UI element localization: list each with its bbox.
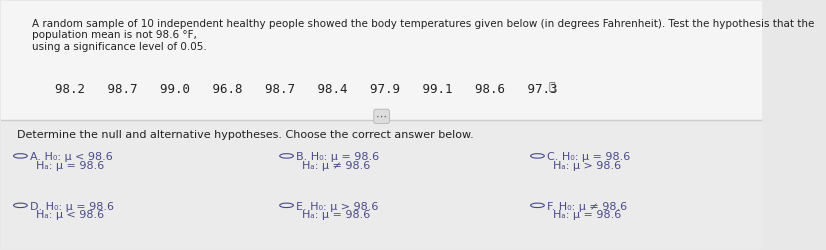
Text: Hₐ: μ = 98.6: Hₐ: μ = 98.6 [553,210,621,220]
Bar [2,120,762,248]
Text: B. H₀: μ = 98.6: B. H₀: μ = 98.6 [297,152,379,162]
Text: Hₐ: μ > 98.6: Hₐ: μ > 98.6 [553,161,621,171]
Text: Hₐ: μ = 98.6: Hₐ: μ = 98.6 [36,161,104,171]
Text: Hₐ: μ ≠ 98.6: Hₐ: μ ≠ 98.6 [301,161,370,171]
Text: A random sample of 10 independent healthy people showed the body temperatures gi: A random sample of 10 independent health… [32,19,814,52]
Text: A. H₀: μ < 98.6: A. H₀: μ < 98.6 [31,152,113,162]
Text: F. H₀: μ ≠ 98.6: F. H₀: μ ≠ 98.6 [548,202,628,212]
Text: Hₐ: μ < 98.6: Hₐ: μ < 98.6 [36,210,104,220]
Bar [2,2,762,120]
Text: ⧉: ⧉ [548,82,556,92]
Text: Determine the null and alternative hypotheses. Choose the correct answer below.: Determine the null and alternative hypot… [17,130,473,140]
Text: D. H₀: μ = 98.6: D. H₀: μ = 98.6 [31,202,114,212]
Text: E. H₀: μ > 98.6: E. H₀: μ > 98.6 [297,202,379,212]
Text: Hₐ: μ = 98.6: Hₐ: μ = 98.6 [301,210,370,220]
Text: C. H₀: μ = 98.6: C. H₀: μ = 98.6 [548,152,630,162]
Text: ⋯: ⋯ [376,111,387,121]
Text: 98.2   98.7   99.0   96.8   98.7   98.4   97.9   99.1   98.6   97.3: 98.2 98.7 99.0 96.8 98.7 98.4 97.9 99.1 … [55,83,557,96]
